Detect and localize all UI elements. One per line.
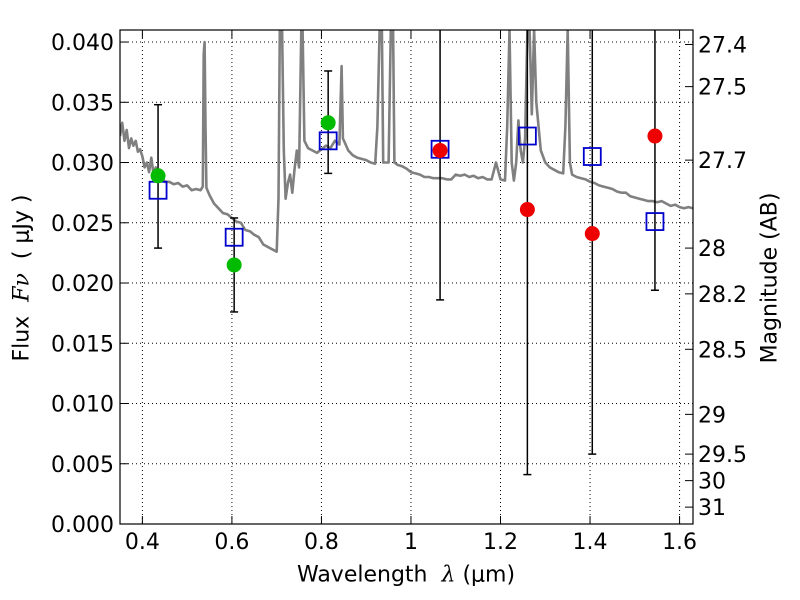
y-tick-label: 0.020 [51,272,114,297]
data-point-circle [150,168,166,184]
plot-border [119,29,694,525]
data-point-circle [519,202,535,218]
error-bars [154,30,659,476]
y-tick-label: 0.040 [51,31,114,56]
y-tick-label: 0.025 [51,212,114,237]
y-tick-label: 0.010 [51,393,114,418]
x-axis-label: Wavelength λ (μm) [296,562,516,588]
y-tick-label: 0.030 [51,152,114,177]
x-tick-label: 0.6 [214,530,249,555]
data-point-square [318,131,338,151]
data-point-square [645,212,665,231]
x-tick-label: 0.8 [304,530,339,555]
y-tick-label: 0.000 [51,513,114,538]
y-tick-label: 0.035 [51,91,114,116]
right-tick-label: 27.7 [698,149,747,174]
right-tick-label: 27.5 [698,76,747,101]
right-tick-label: 28.2 [698,283,747,308]
plot-frame [119,29,694,525]
right-tick-label: 29 [698,403,726,428]
right-tick-label: 31 [698,496,726,521]
data-point-square [582,147,602,166]
x-axis-ticks: 0.4 0.6 0.8 1 1.2 1.4 1.6 [125,30,697,555]
data-point-circle [647,128,663,144]
x-tick-label: 1.6 [662,530,697,555]
right-tick-label: 27.4 [698,33,747,58]
y-tick-label: 0.005 [51,453,114,478]
data-point-circle [226,257,242,273]
model-spectrum-path [120,30,693,253]
y-tick-label: 0.015 [51,332,114,357]
x-tick-label: 1.4 [573,530,608,555]
right-tick-label: 28.5 [698,338,747,363]
data-point-circle [320,115,336,131]
y-axis-label: Flux Fν ( μJy ) [9,194,35,362]
right-tick-label: 29.5 [698,443,747,468]
x-tick-label: 1 [404,530,418,555]
data-point-square [517,126,537,146]
right-tick-label: 30 [698,470,726,495]
right-axis-label: Magnitude (AB) [757,192,783,364]
model-spectrum-line [120,30,693,253]
data-point-circle [584,226,600,242]
right-tick-label: 28 [698,237,726,262]
data-markers [148,115,665,273]
x-tick-label: 0.4 [125,530,160,555]
x-tick-label: 1.2 [483,530,518,555]
data-point-square [224,227,244,247]
data-point-circle [432,142,448,158]
y-axis-ticks: 0.000 0.005 0.010 0.015 0.020 0.025 0.030 0.035… [51,31,128,538]
